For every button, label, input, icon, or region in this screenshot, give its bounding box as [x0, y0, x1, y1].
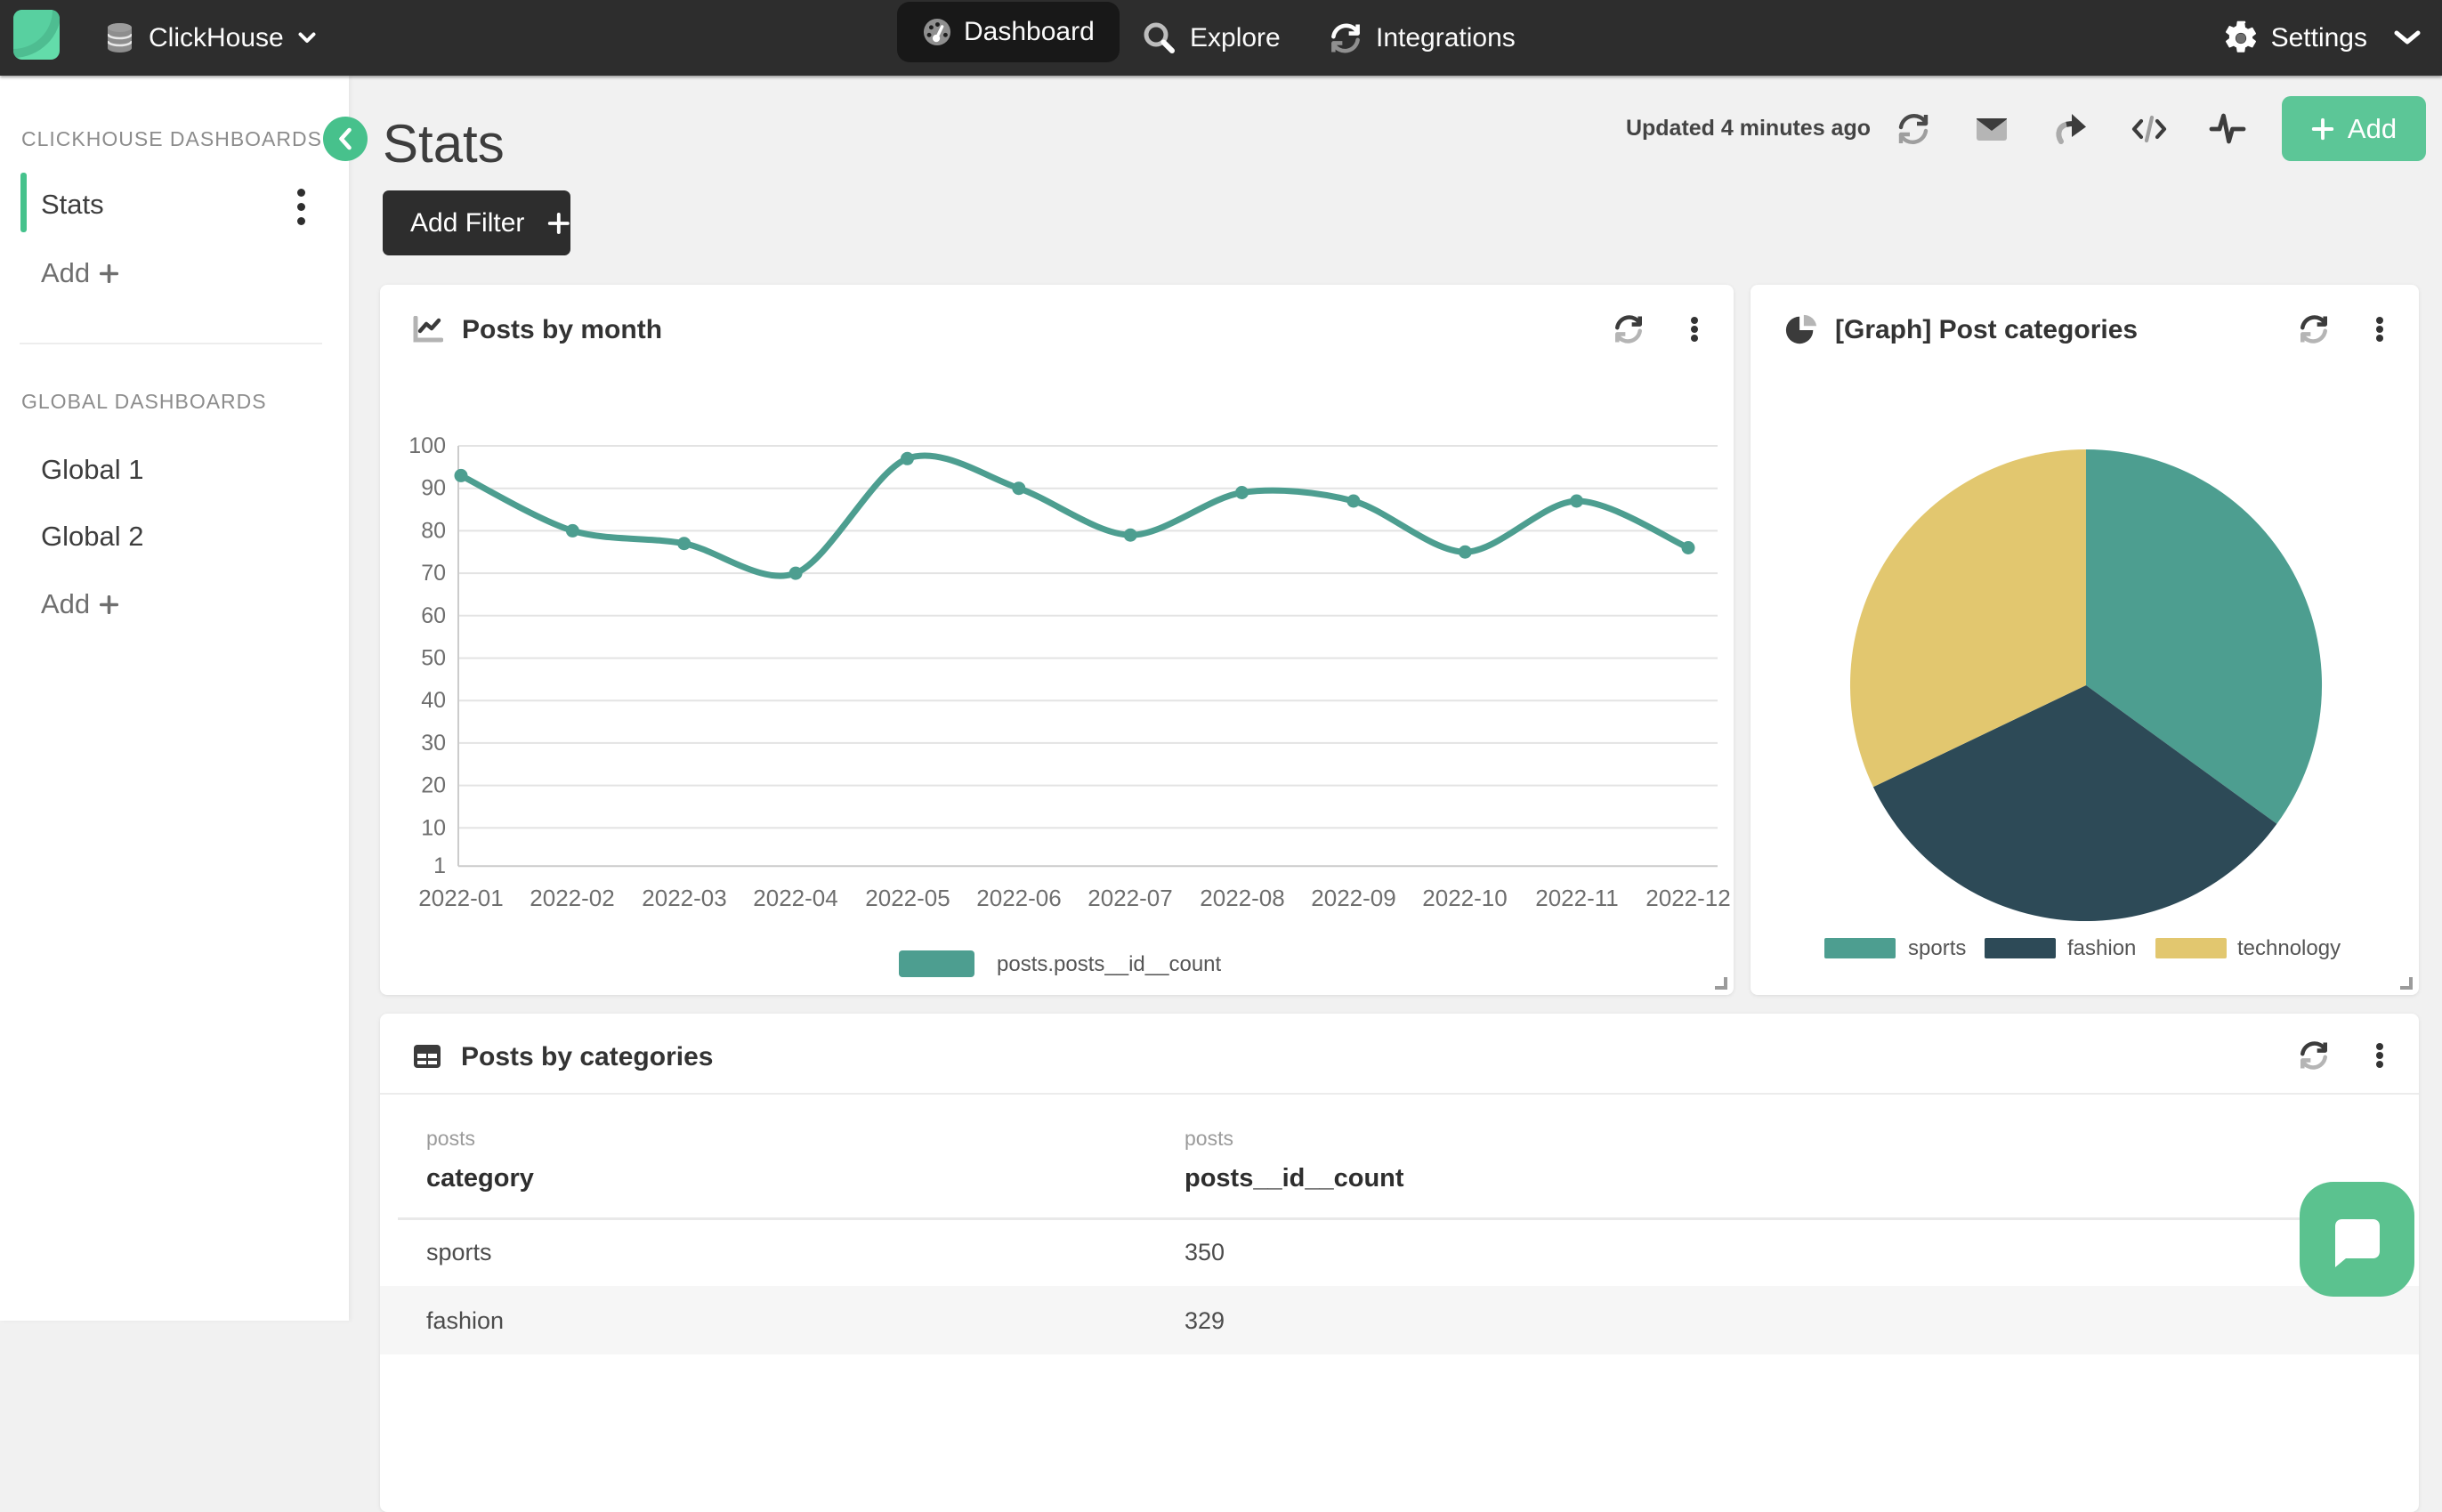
svg-text:posts.posts__id__count: posts.posts__id__count	[997, 952, 1222, 976]
svg-text:2022-09: 2022-09	[1311, 885, 1395, 911]
svg-text:2022-07: 2022-07	[1088, 885, 1172, 911]
svg-text:2022-05: 2022-05	[865, 885, 950, 911]
svg-text:80: 80	[421, 518, 446, 543]
svg-text:90: 90	[421, 476, 446, 501]
svg-text:30: 30	[421, 731, 446, 756]
svg-text:100: 100	[408, 433, 446, 458]
svg-text:2022-10: 2022-10	[1422, 885, 1507, 911]
svg-text:fashion: fashion	[2067, 936, 2136, 960]
svg-text:2022-12: 2022-12	[1646, 885, 1730, 911]
svg-text:2022-01: 2022-01	[418, 885, 503, 911]
svg-text:60: 60	[421, 603, 446, 628]
svg-text:50: 50	[421, 646, 446, 671]
svg-text:10: 10	[421, 815, 446, 840]
svg-text:2022-08: 2022-08	[1200, 885, 1284, 911]
svg-text:20: 20	[421, 773, 446, 798]
svg-text:2022-03: 2022-03	[642, 885, 726, 911]
svg-text:technology: technology	[2237, 936, 2341, 960]
svg-text:70: 70	[421, 561, 446, 586]
svg-text:40: 40	[421, 688, 446, 713]
svg-text:2022-02: 2022-02	[530, 885, 614, 911]
svg-text:2022-06: 2022-06	[976, 885, 1061, 911]
svg-text:2022-04: 2022-04	[753, 885, 837, 911]
svg-text:2022-11: 2022-11	[1535, 885, 1619, 911]
svg-text:1: 1	[433, 853, 446, 878]
svg-text:sports: sports	[1908, 936, 1966, 960]
